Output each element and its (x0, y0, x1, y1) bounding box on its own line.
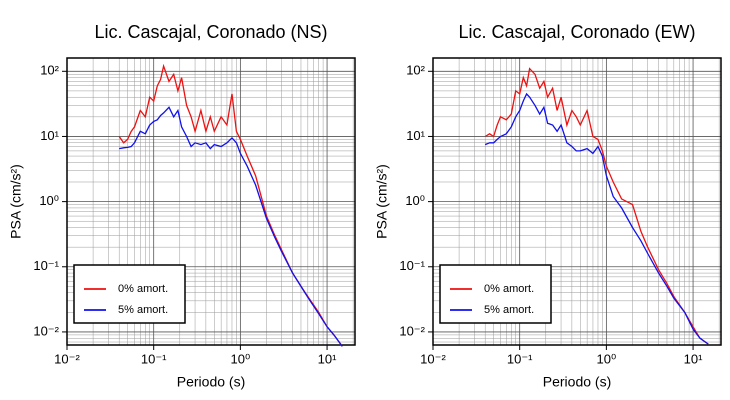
y-tick-label: 10⁻¹ (33, 258, 59, 273)
series-line (119, 106, 343, 347)
y-tick-label: 10⁻² (399, 323, 425, 338)
y-tick-label: 10¹ (406, 128, 425, 143)
legend-label: 5% amort. (484, 304, 534, 316)
series-line (484, 67, 709, 345)
y-axis-label: PSA (cm/s²) (374, 164, 390, 239)
legend-label: 0% amort. (118, 283, 168, 295)
x-tick-label: 10⁻² (420, 351, 446, 366)
y-tick-label: 10⁰ (39, 193, 59, 208)
chart-title: Lic. Cascajal, Coronado (NS) (94, 22, 327, 42)
legend-label: 5% amort. (118, 304, 168, 316)
chart-title: Lic. Cascajal, Coronado (EW) (458, 22, 695, 42)
y-tick-label: 10² (406, 63, 425, 78)
y-tick-label: 10⁻¹ (399, 258, 425, 273)
x-axis-label: Periodo (s) (177, 374, 245, 390)
x-tick-label: 10⁻² (54, 351, 80, 366)
x-tick-label: 10⁻¹ (141, 351, 167, 366)
x-tick-label: 10⁰ (597, 351, 617, 366)
series-line (484, 92, 709, 345)
x-axis-label: Periodo (s) (543, 374, 611, 390)
legend-box (439, 264, 552, 324)
x-tick-label: 10⁻¹ (507, 351, 533, 366)
y-tick-label: 10¹ (40, 128, 59, 143)
plot-frame (66, 57, 356, 346)
legend-label: 0% amort. (484, 283, 534, 295)
y-tick-label: 10⁰ (405, 193, 425, 208)
y-axis-label: PSA (cm/s²) (8, 164, 24, 239)
x-tick-label: 10¹ (684, 351, 703, 366)
plot-frame (432, 57, 722, 346)
y-tick-label: 10² (40, 63, 59, 78)
x-tick-label: 10¹ (318, 351, 337, 366)
y-tick-label: 10⁻² (33, 323, 59, 338)
legend-box (73, 264, 186, 324)
x-tick-label: 10⁰ (231, 351, 251, 366)
